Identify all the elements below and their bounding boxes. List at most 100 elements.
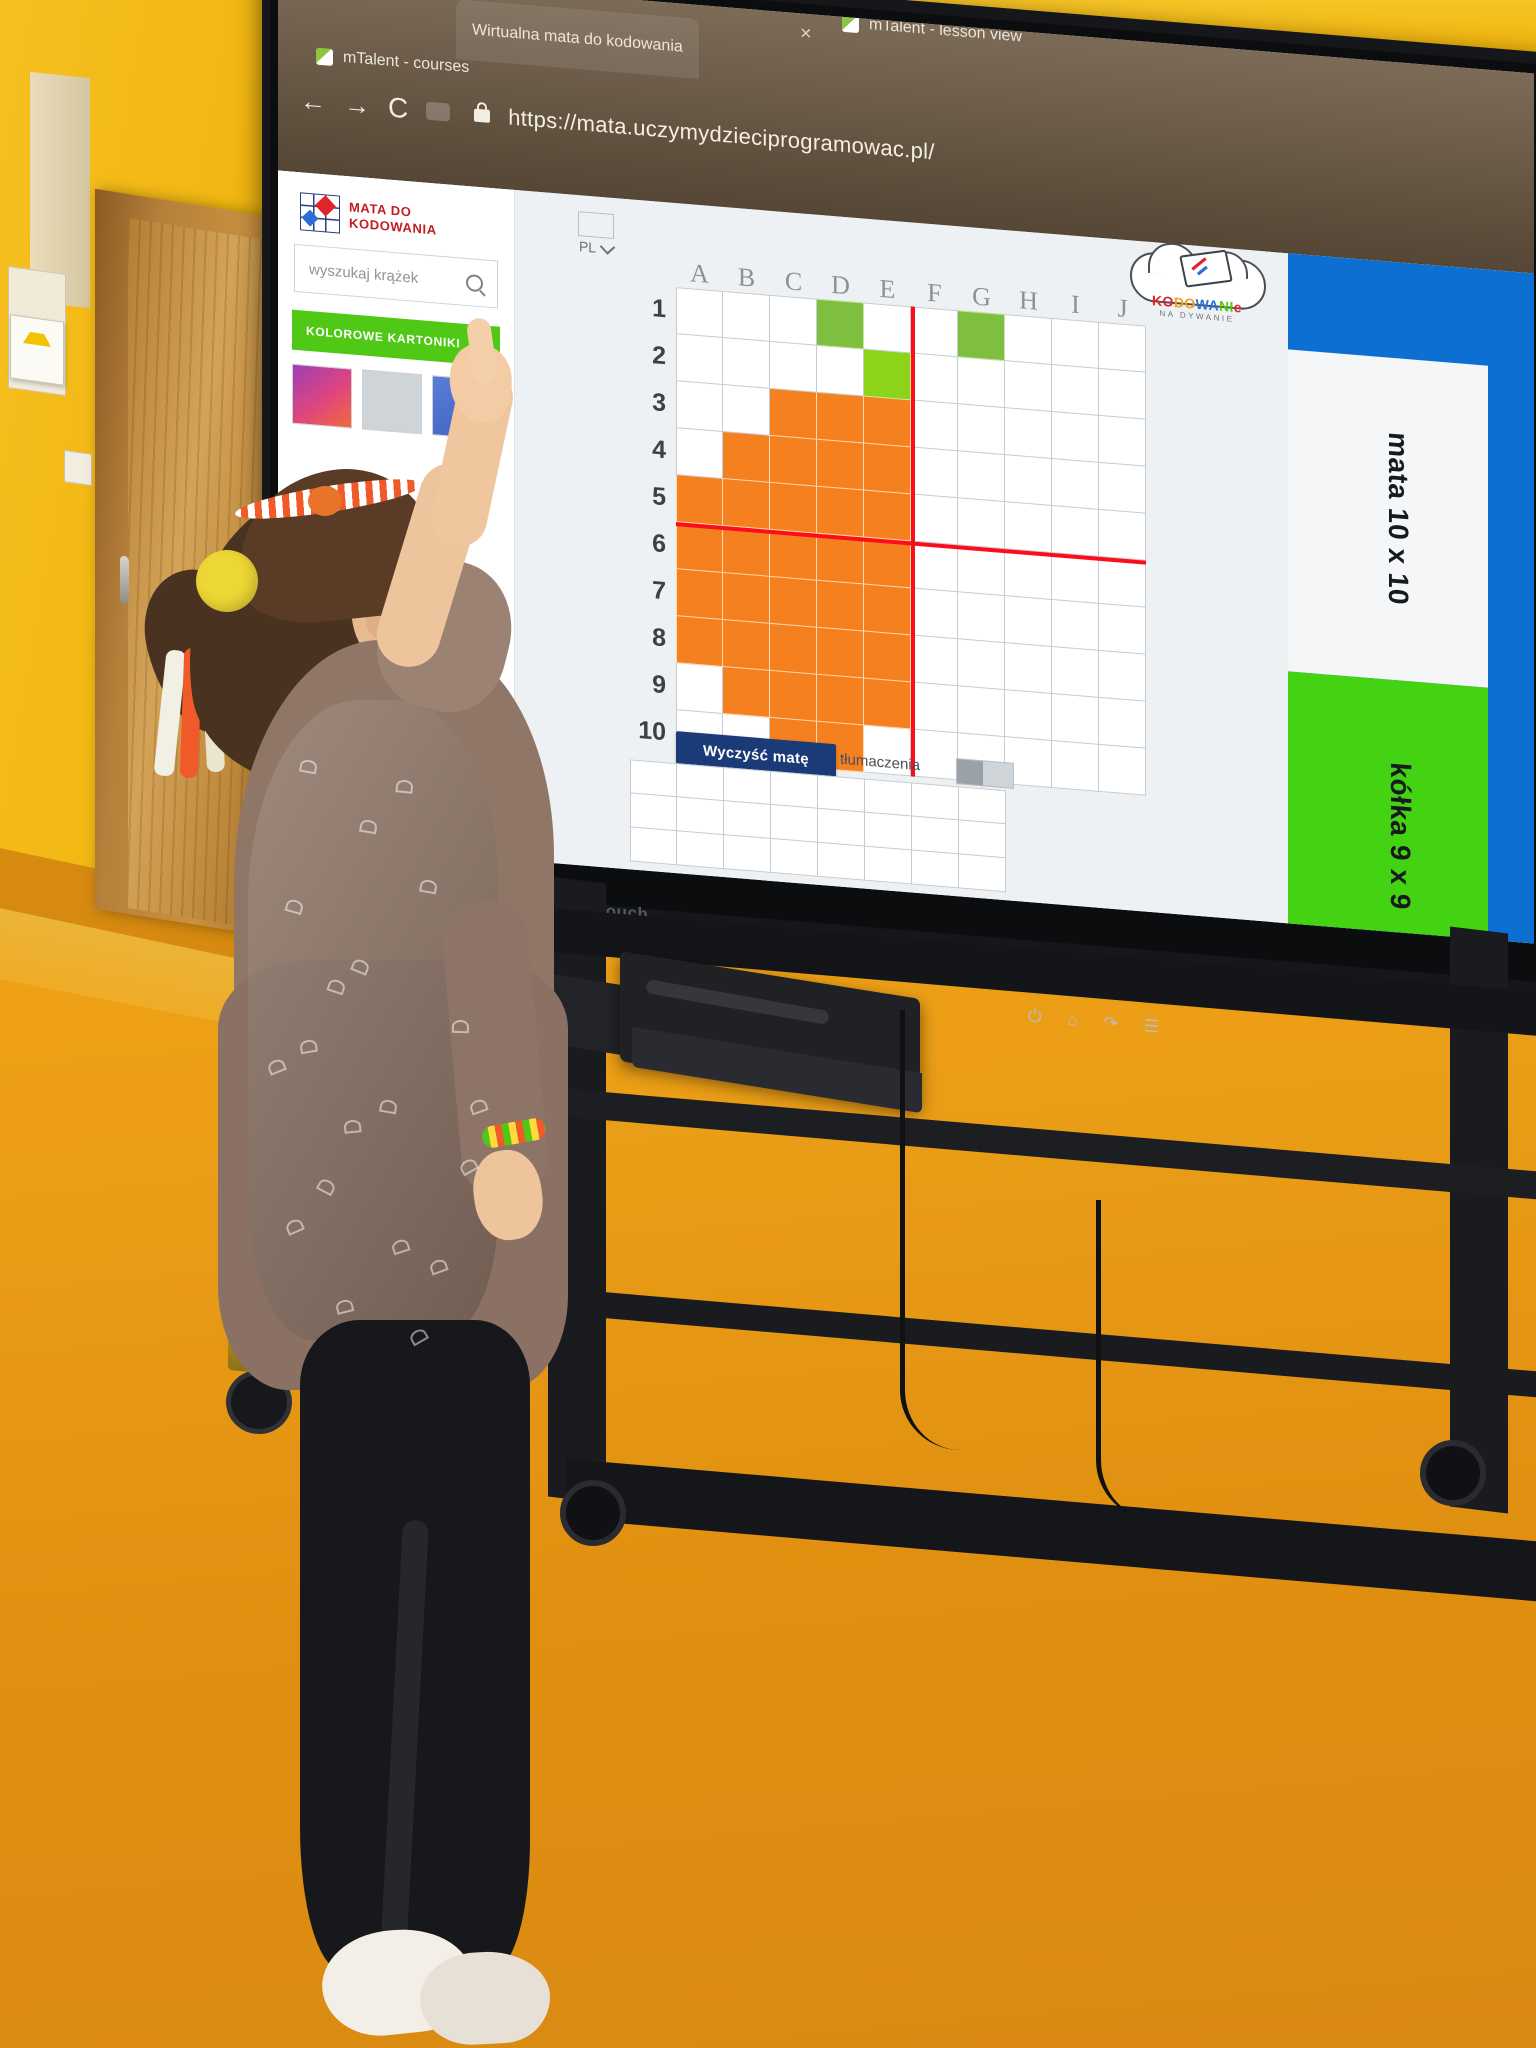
mat-cell-C1[interactable] (770, 294, 817, 346)
reload-icon[interactable]: C (388, 91, 409, 125)
mat-cell-I10[interactable] (1052, 740, 1099, 792)
mat-cell-E3[interactable] (864, 396, 911, 448)
chevron-down-icon[interactable] (599, 238, 616, 255)
mat-cell-G6[interactable] (958, 545, 1005, 597)
translations-toggle[interactable] (956, 758, 1014, 789)
mat-cell-F1[interactable] (911, 306, 958, 358)
mat-cell-F5[interactable] (911, 494, 958, 546)
mat-cell-E8[interactable] (864, 631, 911, 683)
command-slot[interactable] (771, 770, 818, 809)
mat-cell-D9[interactable] (817, 674, 864, 726)
bookmark-star-icon[interactable]: ☆ (1493, 13, 1520, 49)
command-slot[interactable] (677, 763, 724, 802)
mat-cell-A4[interactable] (676, 428, 723, 479)
mat-cell-D7[interactable] (817, 580, 864, 632)
mat-cell-I2[interactable] (1052, 364, 1099, 416)
command-slot[interactable] (677, 797, 724, 836)
back-icon[interactable]: ↷ (1103, 1012, 1118, 1034)
mat-cell-C4[interactable] (770, 435, 817, 487)
mat-cell-I1[interactable] (1052, 317, 1099, 369)
mat-cell-C2[interactable] (770, 341, 817, 393)
mat-cell-I4[interactable] (1052, 458, 1099, 510)
mat-cell-C6[interactable] (770, 529, 817, 581)
mat-cell-H3[interactable] (1005, 408, 1052, 459)
mat-cell-H5[interactable] (1005, 502, 1052, 553)
mat-cell-F6[interactable] (911, 541, 958, 593)
mat-cell-J10[interactable] (1099, 744, 1146, 796)
command-slot[interactable] (724, 835, 771, 873)
mat-cell-H7[interactable] (1005, 596, 1052, 647)
mat-cell-D3[interactable] (817, 392, 864, 444)
command-slot[interactable] (912, 782, 959, 821)
mat-cell-E4[interactable] (864, 443, 911, 495)
door-handle[interactable] (120, 555, 129, 605)
mat-cell-C8[interactable] (770, 623, 817, 675)
mat-cell-B7[interactable] (723, 572, 770, 624)
mat-cell-B4[interactable] (723, 431, 770, 483)
mat-cell-G9[interactable] (958, 686, 1005, 738)
card-thumbnail[interactable] (292, 363, 352, 429)
mat-cell-B3[interactable] (723, 384, 770, 436)
command-slot[interactable] (818, 808, 865, 847)
mat-cell-F3[interactable] (911, 400, 958, 452)
mat-cell-B2[interactable] (723, 337, 770, 389)
command-slot[interactable] (677, 831, 724, 870)
mat-cell-F8[interactable] (911, 635, 958, 687)
mat-cell-F2[interactable] (911, 353, 958, 405)
mat-cell-G1[interactable] (958, 310, 1005, 362)
mat-cell-G2[interactable] (958, 357, 1005, 409)
mat-grid[interactable] (676, 287, 1146, 796)
mat-cell-J7[interactable] (1099, 603, 1146, 655)
command-slot[interactable] (630, 759, 677, 798)
command-slot[interactable] (630, 793, 677, 832)
command-slot[interactable] (724, 801, 771, 839)
mat-cell-B5[interactable] (723, 478, 770, 530)
mat-cell-J5[interactable] (1099, 509, 1146, 561)
mat-cell-D6[interactable] (817, 533, 864, 585)
option-mata-10x10[interactable]: mata 10 x 10 (1288, 349, 1488, 688)
mat-cell-D8[interactable] (817, 627, 864, 679)
command-slot[interactable] (865, 846, 912, 885)
command-slot[interactable] (771, 804, 818, 843)
mat-cell-H9[interactable] (1005, 690, 1052, 741)
mat-cell-J2[interactable] (1099, 368, 1146, 420)
light-switch[interactable] (64, 450, 92, 486)
command-slot[interactable] (912, 850, 959, 889)
forward-icon[interactable]: → (344, 88, 370, 121)
mat-cell-B6[interactable] (723, 525, 770, 577)
mat-cell-E7[interactable] (864, 584, 911, 636)
extension-icon[interactable] (426, 101, 451, 122)
mat-cell-A8[interactable] (676, 616, 723, 667)
mat-cell-G5[interactable] (958, 498, 1005, 550)
mat-cell-C3[interactable] (770, 388, 817, 440)
mat-cell-A7[interactable] (676, 569, 723, 620)
mat-cell-E5[interactable] (864, 490, 911, 542)
mat-cell-I9[interactable] (1052, 693, 1099, 745)
mat-cell-D4[interactable] (817, 439, 864, 491)
mat-cell-G7[interactable] (958, 592, 1005, 644)
mat-cell-I5[interactable] (1052, 505, 1099, 557)
command-slot[interactable] (865, 812, 912, 851)
command-slot[interactable] (912, 816, 959, 855)
mat-cell-B9[interactable] (723, 666, 770, 718)
option-kolka-9x9[interactable]: kółka 9 x 9 (1288, 671, 1488, 944)
mat-cell-E1[interactable] (864, 302, 911, 354)
command-slot[interactable] (630, 827, 677, 866)
command-slot[interactable] (724, 767, 771, 805)
mat-cell-J9[interactable] (1099, 697, 1146, 749)
mat-cell-B8[interactable] (723, 619, 770, 671)
language-row[interactable]: PL (579, 238, 616, 257)
mat-cell-J8[interactable] (1099, 650, 1146, 702)
mat-cell-C9[interactable] (770, 670, 817, 722)
mat-cell-H1[interactable] (1005, 314, 1052, 365)
mat-cell-G8[interactable] (958, 639, 1005, 691)
mat-cell-C5[interactable] (770, 482, 817, 534)
mat-cell-F7[interactable] (911, 588, 958, 640)
mat-cell-D5[interactable] (817, 486, 864, 538)
mat-cell-B1[interactable] (723, 290, 770, 342)
power-icon[interactable]: ⏻ (1028, 1006, 1042, 1027)
browser-tab-1[interactable]: Wirtualna mata do kodowania (456, 0, 699, 80)
mat-cell-H4[interactable] (1005, 455, 1052, 506)
command-slot[interactable] (771, 838, 818, 877)
mat-cell-J6[interactable] (1099, 556, 1146, 608)
